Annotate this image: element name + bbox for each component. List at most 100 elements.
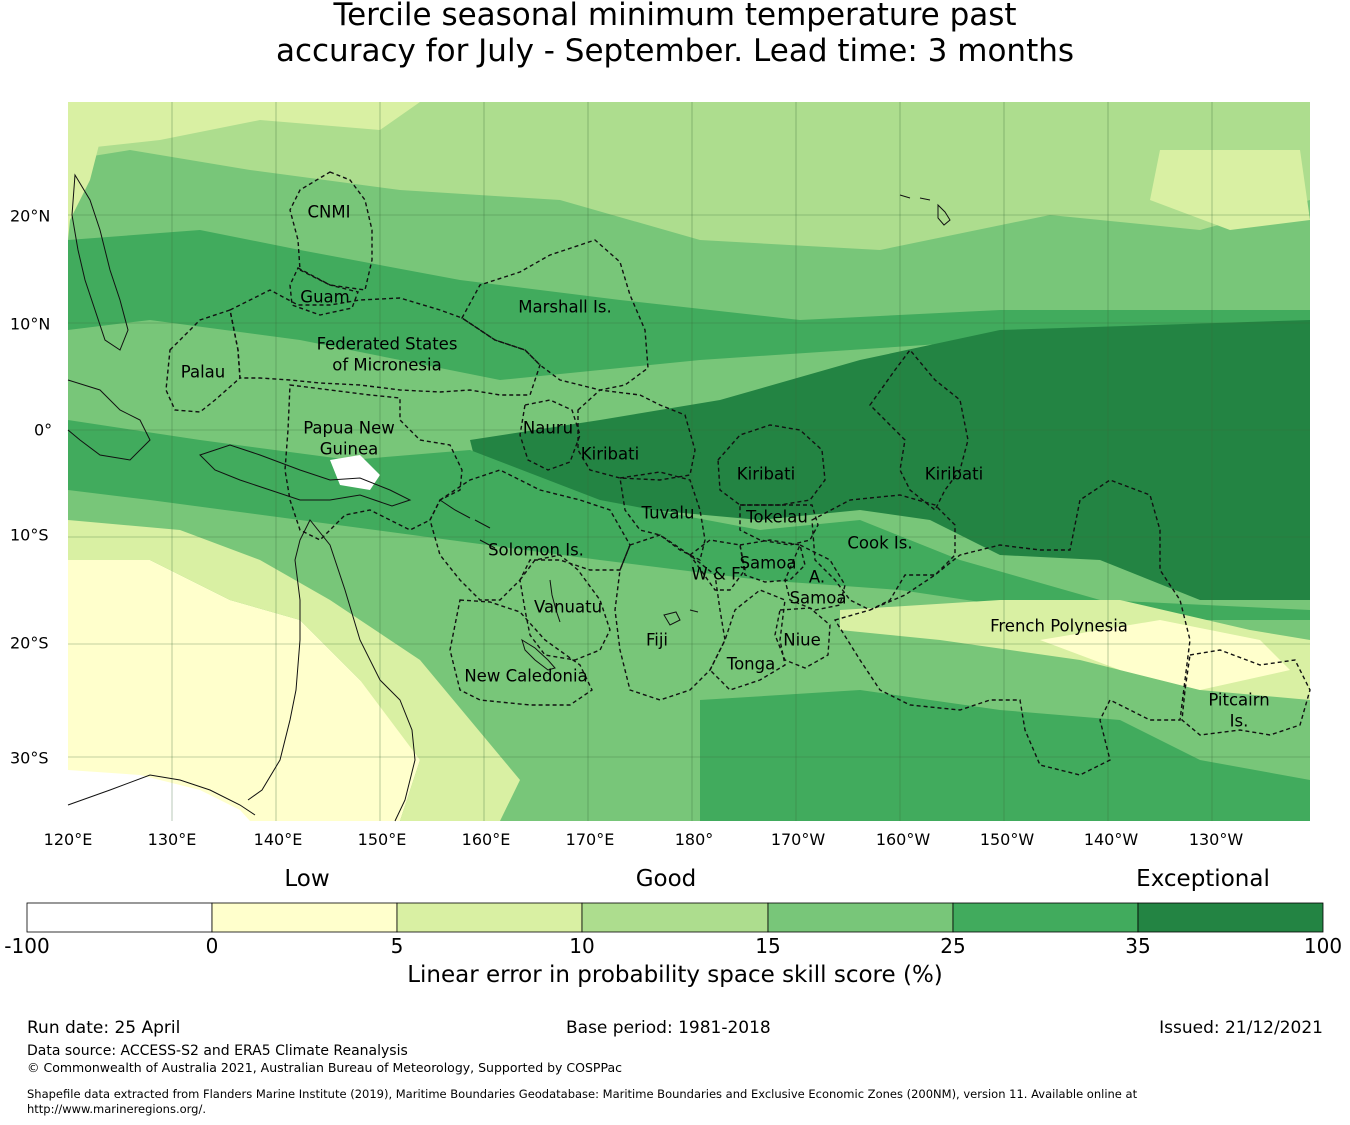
colorbar-tick: 100 [1303, 934, 1343, 958]
field-north-pale-east [1150, 150, 1310, 230]
region-label-pitcairn-line-1: Pitcairn [1208, 690, 1270, 710]
eez-png [284, 384, 463, 541]
lon-label: 160°E [461, 830, 511, 849]
colorbar-tick: -100 [4, 934, 50, 958]
field-equatorial-band [470, 320, 1310, 600]
colorbar-tick: 5 [390, 934, 404, 958]
region-label-png-line-2: Guinea [319, 439, 379, 459]
map-title-line-1: Tercile seasonal minimum temperature pas… [333, 0, 1017, 33]
region-label-solomon-islands: Solomon Is. [488, 540, 584, 560]
skill-class-exceptional: Exceptional [1136, 866, 1270, 892]
colorbar [26, 902, 1324, 933]
coast-new-caledonia [521, 638, 556, 671]
colorbar-tick: 25 [940, 934, 966, 958]
region-label-niue: Niue [783, 630, 821, 650]
skill-class-low: Low [284, 866, 330, 892]
shapefile-credit-url: http://www.marineregions.org/. [27, 1102, 206, 1116]
eez-kiribati-west [577, 389, 696, 481]
coastlines [67, 173, 951, 822]
region-label-palau: Palau [180, 362, 226, 382]
colorbar-bin-lt0 [26, 902, 213, 933]
eez-solomon [429, 469, 631, 601]
eez-fsm [229, 289, 541, 396]
lon-label: 140°E [253, 830, 303, 849]
base-period: Base period: 1981-2018 [566, 1018, 771, 1038]
coast-philippines [71, 173, 129, 351]
coast-australia [67, 519, 416, 822]
region-label-tonga: Tonga [726, 654, 776, 674]
lon-label: 170°E [565, 830, 615, 849]
eez-kiribati-central [717, 424, 826, 506]
region-label-american-samoa-line-1: A. [808, 567, 826, 587]
region-label-nauru: Nauru [522, 418, 574, 438]
lon-label: 140°W [1083, 830, 1139, 849]
region-label-tuvalu: Tuvalu [641, 503, 695, 523]
colorbar-tick: 35 [1125, 934, 1151, 958]
field-south-low [700, 690, 1310, 821]
coast-fiji [663, 609, 699, 626]
region-label-cook-islands: Cook Is. [847, 533, 913, 553]
field-sw-pale [68, 102, 110, 240]
lat-label: 30°S [10, 748, 49, 768]
region-label-samoa: Samoa [739, 553, 797, 573]
eez-boundaries [165, 171, 1311, 776]
eez-guam [289, 267, 359, 316]
region-label-guam: Guam [300, 287, 350, 307]
colorbar-label: Linear error in probability space skill … [407, 962, 943, 988]
lat-label: 10°S [10, 525, 49, 545]
field-north-mid [68, 230, 1310, 380]
shapefile-credit: Shapefile data extracted from Flanders M… [27, 1087, 1138, 1101]
colorbar-tick: 15 [755, 934, 781, 958]
eez-samoa [739, 539, 806, 583]
lon-label: 130°E [147, 830, 197, 849]
issued-date: Issued: 21/12/2021 [1159, 1018, 1323, 1038]
field-australia [68, 560, 420, 821]
region-label-cnmi: CNMI [307, 202, 351, 222]
colorbar-bin-25-35 [952, 902, 1139, 933]
eez-marshall [461, 239, 649, 391]
map-title-line-2: accuracy for July - September. Lead time… [275, 33, 1075, 69]
eez-tokelau [739, 504, 819, 546]
eez-american-samoa [784, 544, 846, 611]
region-label-tokelau: Tokelau [746, 507, 808, 527]
region-label-fsm-line-1: Federated States [316, 334, 458, 354]
lat-label: 0° [34, 420, 53, 440]
region-label-american-samoa-line-2: Samoa [789, 588, 847, 608]
coast-borneo-sulawesi [67, 379, 151, 461]
lat-label: 20°N [10, 206, 51, 226]
colorbar-bin-10-15 [581, 902, 769, 933]
region-label-vanuatu: Vanuatu [533, 597, 603, 617]
colorbar-bin-35-100 [1137, 902, 1324, 933]
copyright: © Commonwealth of Australia 2021, Austra… [27, 1060, 622, 1075]
region-label-new-caledonia: New Caledonia [464, 666, 588, 686]
lon-label: 120°E [43, 830, 93, 849]
region-label-kiribati-central: Kiribati [736, 464, 796, 484]
field-australia-white [68, 770, 250, 821]
colorbar-bin-15-25 [767, 902, 954, 933]
data-source: Data source: ACCESS-S2 and ERA5 Climate … [27, 1043, 408, 1059]
eez-cnmi [289, 171, 373, 291]
region-label-kiribati-west: Kiribati [580, 444, 640, 464]
colorbar-bin-0-5 [211, 902, 398, 933]
lon-label: 170°W [770, 830, 826, 849]
eez-tuvalu [619, 471, 706, 562]
field-australia-mid [68, 520, 520, 821]
coast-solomons [439, 499, 496, 549]
colorbar-tick: 10 [569, 934, 595, 958]
eez-wallis-futuna [689, 539, 746, 591]
region-label-marshall-islands: Marshall Is. [518, 297, 612, 317]
region-label-png-line-1: Papua New [303, 418, 395, 438]
field-wpacific [68, 420, 1310, 620]
field-north-pale [68, 102, 420, 150]
colorbar-bin-5-10 [396, 902, 583, 933]
field-south-white [1040, 620, 1290, 690]
lon-label: 130°W [1188, 830, 1244, 849]
region-label-french-polynesia: French Polynesia [990, 616, 1128, 636]
run-date: Run date: 25 April [27, 1018, 181, 1038]
lon-label: 150°W [979, 830, 1035, 849]
colorbar-tick: 0 [205, 934, 219, 958]
lat-label: 20°S [10, 633, 49, 653]
region-label-wallis-futuna: W & F [691, 564, 741, 584]
coast-vanuatu [549, 579, 561, 623]
